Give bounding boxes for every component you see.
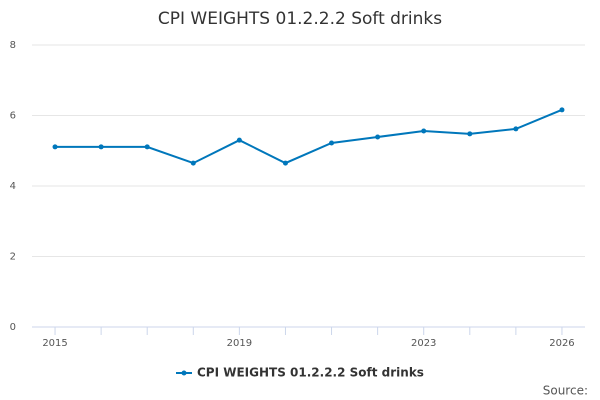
y-tick-label: 4 xyxy=(10,181,16,192)
y-tick-label: 6 xyxy=(10,111,16,122)
point xyxy=(282,160,288,166)
x-tick-label: 2019 xyxy=(227,338,252,349)
x-tick-label: 2026 xyxy=(549,338,574,349)
legend-label: CPI WEIGHTS 01.2.2.2 Soft drinks xyxy=(197,366,424,380)
x-tick-label: 2023 xyxy=(411,338,436,349)
point xyxy=(52,144,58,150)
y-tick-label: 0 xyxy=(10,322,16,333)
y-tick-label: 2 xyxy=(10,252,16,263)
point xyxy=(190,160,196,166)
point xyxy=(421,128,427,134)
source: Source: xyxy=(543,384,588,398)
series-line xyxy=(55,108,563,165)
point xyxy=(513,126,519,132)
chart-title: CPI WEIGHTS 01.2.2.2 Soft drinks xyxy=(158,9,442,29)
legend-marker xyxy=(181,370,187,376)
point xyxy=(559,107,565,113)
point xyxy=(236,137,242,143)
point xyxy=(98,144,104,150)
y-tick-label: 8 xyxy=(10,40,16,51)
point xyxy=(144,144,150,150)
x-tick-label: 2015 xyxy=(42,338,67,349)
point xyxy=(375,134,381,140)
point xyxy=(329,140,335,146)
point xyxy=(467,131,473,137)
